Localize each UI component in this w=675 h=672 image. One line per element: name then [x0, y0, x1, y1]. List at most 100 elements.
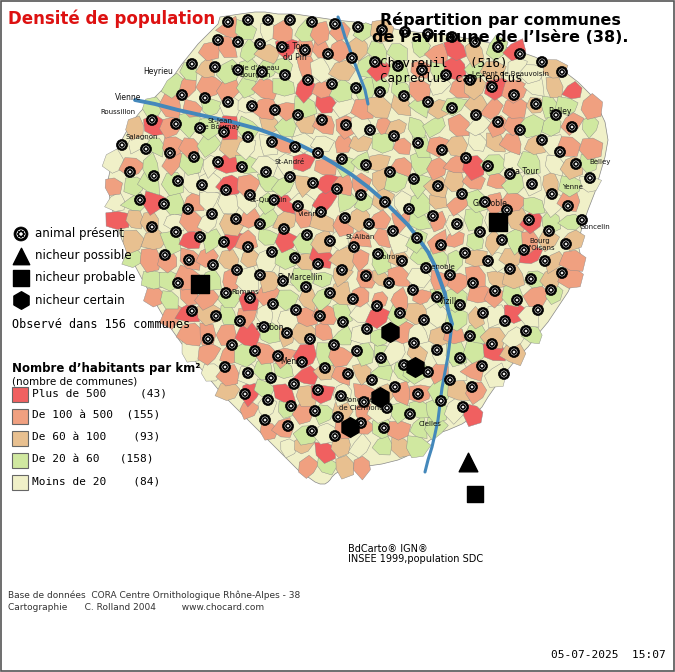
Circle shape — [297, 309, 299, 311]
Circle shape — [311, 23, 313, 25]
Circle shape — [353, 248, 355, 250]
Circle shape — [302, 50, 304, 52]
Polygon shape — [293, 233, 314, 254]
Circle shape — [242, 15, 254, 26]
Circle shape — [238, 319, 240, 321]
Circle shape — [259, 221, 261, 223]
Circle shape — [417, 140, 419, 142]
Circle shape — [294, 112, 302, 118]
Circle shape — [346, 126, 348, 128]
Circle shape — [462, 249, 468, 257]
Circle shape — [399, 310, 401, 312]
Polygon shape — [367, 41, 387, 65]
Circle shape — [566, 241, 568, 243]
Circle shape — [250, 106, 252, 108]
Circle shape — [371, 381, 373, 383]
Circle shape — [238, 42, 240, 44]
Circle shape — [225, 239, 227, 241]
Circle shape — [450, 108, 452, 110]
Circle shape — [301, 363, 303, 365]
Circle shape — [234, 271, 236, 272]
Circle shape — [265, 399, 267, 401]
Polygon shape — [558, 267, 583, 288]
Circle shape — [570, 124, 572, 126]
Bar — [12, 475, 28, 490]
Polygon shape — [141, 271, 167, 289]
Circle shape — [491, 345, 493, 347]
Circle shape — [285, 425, 287, 427]
Circle shape — [245, 372, 247, 374]
Circle shape — [317, 315, 319, 317]
Polygon shape — [296, 386, 319, 407]
Text: Densité de population: Densité de population — [8, 10, 215, 28]
Circle shape — [248, 138, 250, 140]
Polygon shape — [367, 61, 392, 81]
Circle shape — [321, 365, 329, 372]
Polygon shape — [467, 283, 491, 303]
Circle shape — [310, 337, 313, 339]
Circle shape — [450, 106, 452, 108]
Circle shape — [533, 101, 539, 108]
Circle shape — [247, 21, 249, 23]
Circle shape — [519, 51, 521, 53]
Polygon shape — [373, 228, 397, 248]
Circle shape — [379, 89, 381, 91]
Circle shape — [418, 140, 421, 142]
Circle shape — [313, 429, 315, 431]
Circle shape — [381, 427, 383, 429]
Polygon shape — [143, 152, 159, 179]
Circle shape — [319, 212, 321, 214]
Circle shape — [521, 249, 523, 251]
Circle shape — [202, 99, 205, 101]
Polygon shape — [372, 77, 389, 97]
Circle shape — [362, 421, 363, 423]
Circle shape — [400, 259, 402, 261]
Polygon shape — [298, 456, 319, 478]
Circle shape — [165, 253, 167, 255]
Circle shape — [561, 270, 563, 272]
Circle shape — [562, 241, 570, 247]
Circle shape — [336, 186, 338, 188]
Circle shape — [309, 336, 311, 338]
Circle shape — [387, 337, 389, 339]
Circle shape — [259, 69, 265, 75]
Circle shape — [591, 175, 593, 177]
Polygon shape — [157, 251, 177, 273]
Circle shape — [429, 212, 437, 220]
Polygon shape — [372, 292, 388, 308]
Circle shape — [346, 217, 348, 219]
Polygon shape — [197, 135, 221, 157]
Circle shape — [418, 237, 420, 239]
Circle shape — [414, 390, 421, 397]
Polygon shape — [427, 137, 449, 157]
Circle shape — [302, 75, 313, 85]
Circle shape — [244, 370, 251, 376]
Circle shape — [200, 126, 202, 128]
Circle shape — [223, 243, 225, 245]
Circle shape — [173, 231, 175, 233]
Polygon shape — [338, 192, 358, 212]
Circle shape — [315, 206, 327, 218]
Circle shape — [560, 271, 562, 273]
Circle shape — [296, 310, 298, 312]
Polygon shape — [543, 193, 568, 218]
Circle shape — [296, 116, 298, 118]
Circle shape — [231, 342, 233, 344]
Circle shape — [565, 205, 567, 207]
Circle shape — [376, 307, 378, 309]
Circle shape — [480, 312, 482, 314]
Circle shape — [354, 349, 356, 351]
Circle shape — [129, 173, 131, 175]
Circle shape — [344, 319, 346, 321]
Circle shape — [358, 419, 364, 427]
Circle shape — [416, 392, 418, 394]
Circle shape — [448, 325, 450, 327]
Polygon shape — [328, 60, 356, 81]
Circle shape — [150, 120, 151, 122]
Circle shape — [304, 233, 306, 235]
Circle shape — [335, 417, 338, 419]
Circle shape — [281, 44, 283, 46]
Circle shape — [528, 217, 530, 219]
Circle shape — [344, 122, 346, 124]
Polygon shape — [259, 192, 275, 214]
